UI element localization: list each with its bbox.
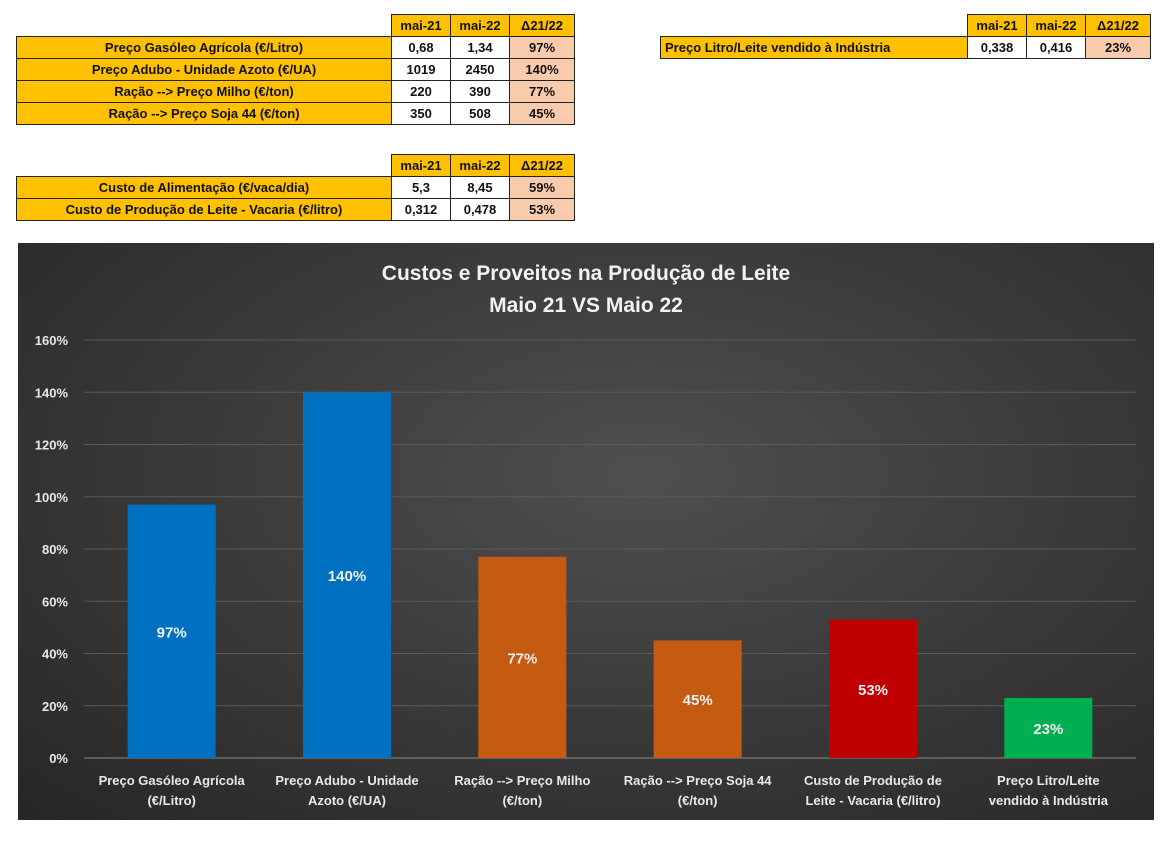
row-label: Preço Litro/Leite vendido à Indústria	[660, 36, 968, 59]
value-mai22: 2450	[450, 58, 510, 81]
value-mai22: 8,45	[450, 176, 510, 199]
empty-cell	[661, 15, 968, 37]
row-label: Ração --> Preço Soja 44 (€/ton)	[16, 102, 392, 125]
column-header: mai-22	[450, 14, 510, 37]
bar	[303, 392, 391, 758]
x-category-label: Leite - Vacaria (€/litro)	[805, 793, 940, 808]
y-tick-label: 160%	[35, 333, 69, 348]
milk-price-table: mai-21 mai-22 Δ21/22 Preço Litro/Leite ven…	[660, 14, 1151, 59]
table-row: Preço Gasóleo Agrícola (€/Litro) 0,68 1,…	[16, 36, 575, 59]
y-tick-label: 40%	[42, 647, 68, 662]
bar	[829, 619, 917, 758]
costs-table: mai-21 mai-22 Δ21/22 Custo de Alimentação …	[16, 154, 575, 221]
value-delta: 53%	[509, 198, 575, 221]
y-tick-label: 80%	[42, 542, 68, 557]
x-category-label: (€/ton)	[678, 793, 718, 808]
x-category-label: (€/Litro)	[147, 793, 195, 808]
x-category-label: Ração --> Preço Milho	[454, 773, 590, 788]
x-category-label: (€/ton)	[502, 793, 542, 808]
table-row: Preço Litro/Leite vendido à Indústria 0,…	[660, 36, 1151, 59]
data-label: 140%	[328, 568, 366, 585]
column-header: mai-21	[967, 14, 1027, 37]
x-category-label: Preço Gasóleo Agrícola	[99, 773, 246, 788]
header-row: mai-21 mai-22 Δ21/22	[17, 14, 575, 37]
data-label: 97%	[157, 624, 187, 641]
chart-subtitle: Maio 21 VS Maio 22	[489, 294, 683, 317]
data-label: 53%	[858, 682, 888, 699]
y-tick-label: 60%	[42, 594, 68, 609]
x-category-label: Custo de Produção de	[804, 773, 942, 788]
value-mai21: 1019	[391, 58, 451, 81]
y-tick-label: 0%	[49, 751, 68, 766]
row-label: Preço Gasóleo Agrícola (€/Litro)	[16, 36, 392, 59]
column-header: mai-21	[391, 14, 451, 37]
value-mai21: 0,338	[967, 36, 1027, 59]
table-row: Ração --> Preço Milho (€/ton) 220 390 77…	[16, 80, 575, 103]
chart-svg: Custos e Proveitos na Produção de Leite …	[35, 262, 1136, 808]
value-mai21: 350	[391, 102, 451, 125]
bar	[653, 640, 742, 758]
value-delta: 45%	[509, 102, 575, 125]
bar-chart: Custos e Proveitos na Produção de Leite …	[18, 243, 1154, 820]
column-header: Δ21/22	[1085, 14, 1151, 37]
y-tick-label: 140%	[35, 385, 69, 400]
value-mai22: 390	[450, 80, 510, 103]
value-mai21: 220	[391, 80, 451, 103]
value-mai21: 5,3	[391, 176, 451, 199]
value-mai21: 0,68	[391, 36, 451, 59]
data-label: 23%	[1033, 721, 1063, 738]
row-label: Custo de Produção de Leite - Vacaria (€/…	[16, 198, 392, 221]
column-header: mai-22	[450, 154, 510, 177]
bar	[478, 556, 567, 758]
x-category-label: vendido à Indústria	[989, 793, 1109, 808]
column-header: mai-22	[1026, 14, 1086, 37]
value-delta: 59%	[509, 176, 575, 199]
header-row: mai-21 mai-22 Δ21/22	[17, 154, 575, 177]
y-tick-label: 100%	[35, 490, 69, 505]
y-tick-label: 20%	[42, 699, 68, 714]
table-row: Preço Adubo - Unidade Azoto (€/UA) 1019 …	[16, 58, 575, 81]
x-category-label: Preço Litro/Leite	[997, 773, 1100, 788]
y-tick-label: 120%	[35, 438, 69, 453]
row-label: Preço Adubo - Unidade Azoto (€/UA)	[16, 58, 392, 81]
value-mai22: 0,416	[1026, 36, 1086, 59]
row-label: Custo de Alimentação (€/vaca/dia)	[16, 176, 392, 199]
prices-table: mai-21 mai-22 Δ21/22 Preço Gasóleo Agrícol…	[16, 14, 575, 125]
header-row: mai-21 mai-22 Δ21/22	[661, 14, 1151, 37]
empty-cell	[17, 155, 392, 177]
column-header: Δ21/22	[509, 154, 575, 177]
data-label: 45%	[683, 692, 713, 709]
value-mai22: 0,478	[450, 198, 510, 221]
column-header: Δ21/22	[509, 14, 575, 37]
row-label: Ração --> Preço Milho (€/ton)	[16, 80, 392, 103]
value-delta: 77%	[509, 80, 575, 103]
table-row: Custo de Alimentação (€/vaca/dia) 5,3 8,…	[16, 176, 575, 199]
data-label: 77%	[507, 650, 537, 667]
value-delta: 97%	[509, 36, 575, 59]
value-delta: 23%	[1085, 36, 1151, 59]
table-row: Custo de Produção de Leite - Vacaria (€/…	[16, 198, 575, 221]
x-category-label: Azoto (€/UA)	[308, 793, 386, 808]
column-header: mai-21	[391, 154, 451, 177]
value-mai22: 508	[450, 102, 510, 125]
empty-cell	[17, 15, 392, 37]
value-mai22: 1,34	[450, 36, 510, 59]
x-category-label: Preço Adubo - Unidade	[275, 773, 418, 788]
bar	[1004, 697, 1093, 758]
value-mai21: 0,312	[391, 198, 451, 221]
x-category-label: Ração --> Preço Soja 44	[624, 773, 773, 788]
value-delta: 140%	[509, 58, 575, 81]
table-row: Ração --> Preço Soja 44 (€/ton) 350 508 …	[16, 102, 575, 125]
bar	[127, 504, 216, 758]
chart-title: Custos e Proveitos na Produção de Leite	[382, 262, 790, 285]
